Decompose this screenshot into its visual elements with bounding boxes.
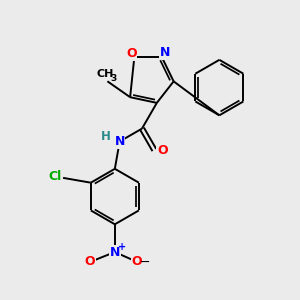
- Text: −: −: [139, 255, 150, 268]
- Text: CH: CH: [97, 69, 114, 79]
- Text: O: O: [157, 144, 168, 157]
- Text: O: O: [131, 255, 142, 268]
- Text: 3: 3: [110, 74, 116, 83]
- Text: Cl: Cl: [49, 170, 62, 183]
- Text: N: N: [160, 46, 170, 59]
- Text: N: N: [110, 245, 120, 259]
- Text: O: O: [85, 255, 95, 268]
- Text: O: O: [126, 47, 137, 60]
- Text: H: H: [101, 130, 111, 143]
- Text: +: +: [118, 242, 126, 252]
- Text: N: N: [115, 135, 125, 148]
